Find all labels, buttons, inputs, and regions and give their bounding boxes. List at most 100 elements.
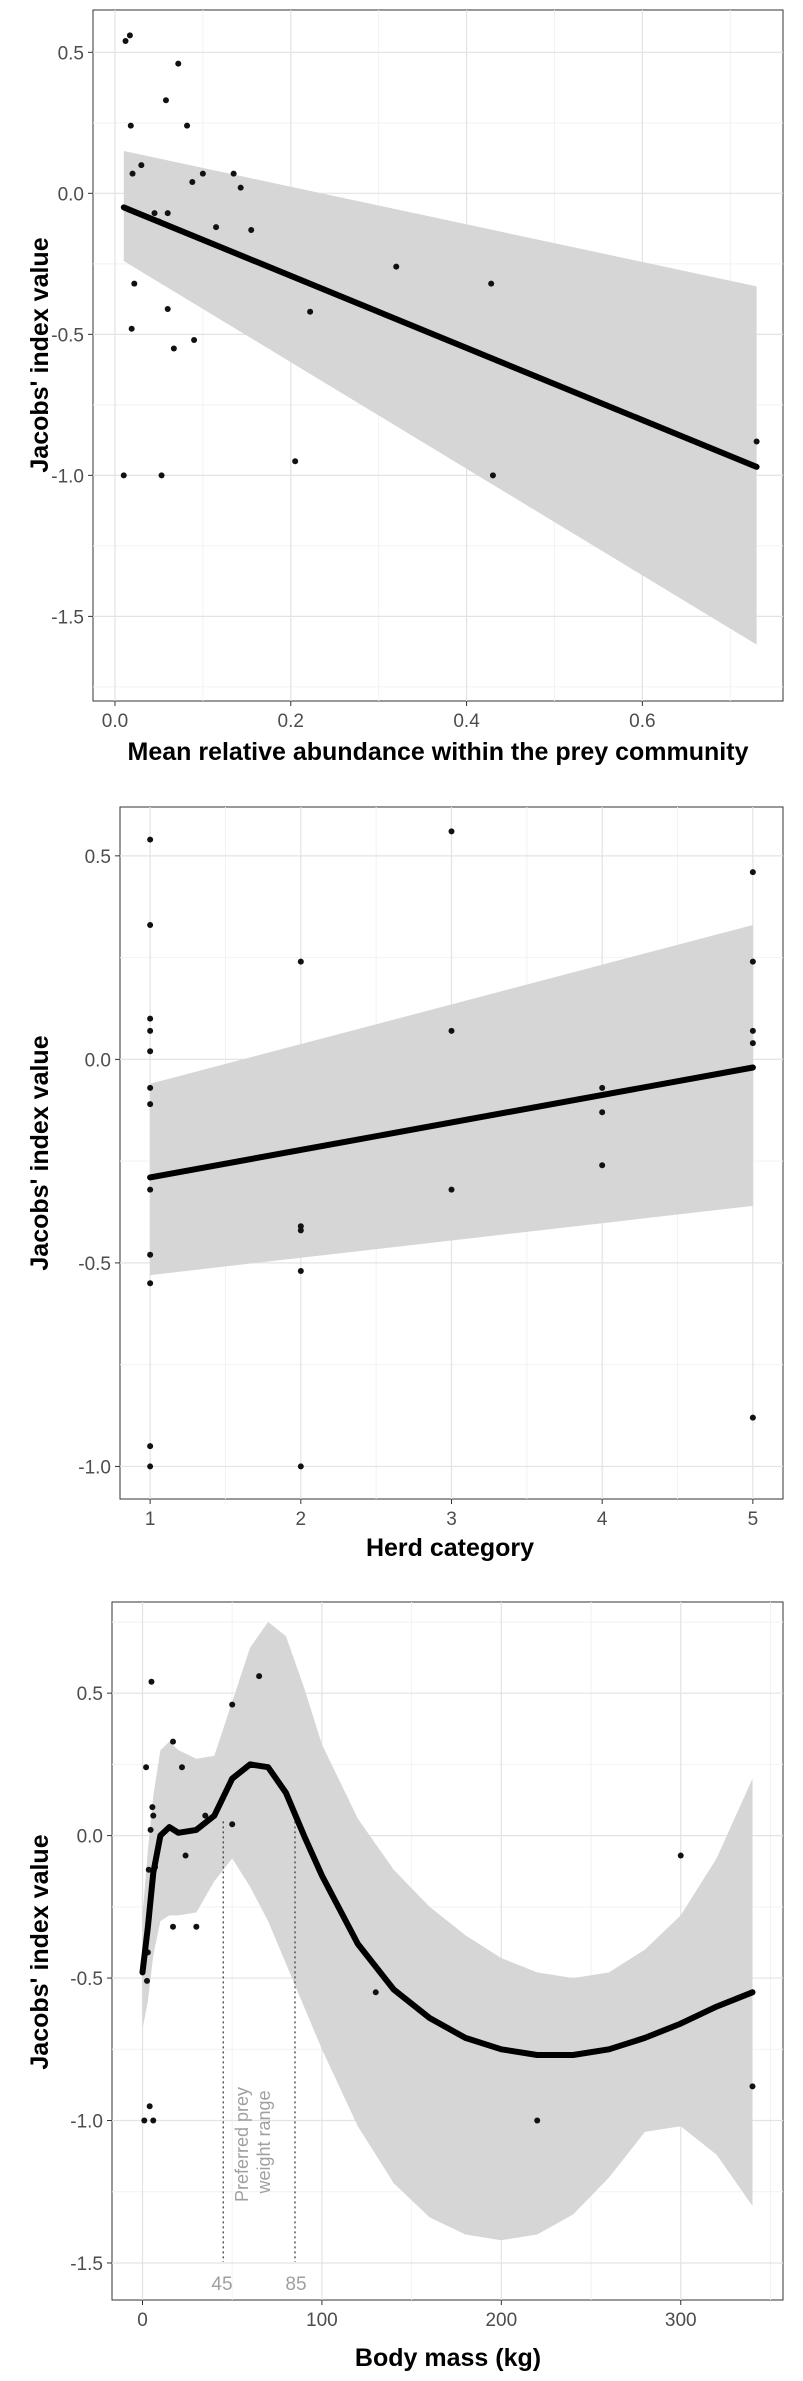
confidence-band-area bbox=[142, 1621, 753, 2241]
data-point bbox=[147, 1101, 154, 1108]
range-markers bbox=[222, 1821, 296, 2262]
data-point bbox=[372, 1989, 379, 1996]
y-tick-label: -0.5 bbox=[70, 1969, 103, 1990]
data-point bbox=[147, 1280, 154, 1287]
chart-panel-body-mass: 0 100 200 300 -1.5 -1.0 -0.5 0.0 0.5 Preferred … bbox=[0, 1580, 803, 2376]
data-point bbox=[158, 472, 165, 479]
data-point bbox=[149, 1804, 156, 1811]
x-tick-label: 0.0 bbox=[102, 711, 128, 732]
data-point bbox=[191, 336, 198, 343]
data-point bbox=[170, 345, 177, 352]
x-tick-label: 0 bbox=[137, 2310, 148, 2331]
data-point bbox=[297, 1227, 304, 1234]
y-ticks: -1.5 -1.0 -0.5 0.0 0.5 bbox=[70, 1684, 112, 2275]
y-tick-label: 0.5 bbox=[85, 847, 111, 868]
data-point bbox=[448, 828, 455, 835]
range-annotation-line2: weight range bbox=[254, 2090, 274, 2194]
x-tick-label: 0.6 bbox=[629, 711, 655, 732]
data-point bbox=[749, 1040, 756, 1047]
data-point bbox=[178, 1764, 185, 1771]
data-point bbox=[393, 263, 400, 270]
data-point bbox=[175, 60, 182, 67]
x-axis-title: Mean relative abundance within the prey … bbox=[128, 738, 749, 766]
y-tick-label: 0.5 bbox=[77, 1684, 103, 1705]
y-axis-title: Jacobs' index value bbox=[26, 237, 54, 472]
data-point bbox=[213, 224, 220, 231]
data-point bbox=[131, 280, 138, 287]
y-tick-label: -1.5 bbox=[70, 2254, 103, 2275]
data-point bbox=[297, 1463, 304, 1470]
fit-line bbox=[147, 1064, 756, 1181]
data-point bbox=[292, 458, 299, 465]
data-point bbox=[138, 162, 145, 169]
data-point bbox=[256, 1673, 263, 1680]
x-tick-label: 0.2 bbox=[278, 711, 304, 732]
data-point bbox=[202, 1812, 209, 1819]
data-point bbox=[297, 958, 304, 965]
y-axis-title: Jacobs' index value bbox=[26, 1035, 54, 1270]
data-point bbox=[448, 1186, 455, 1193]
x-tick-label: 0.4 bbox=[453, 711, 480, 732]
data-point bbox=[489, 472, 496, 479]
range-annotation-line1: Preferred prey bbox=[232, 2087, 252, 2202]
data-point bbox=[146, 2103, 153, 2110]
y-tick-label: -0.5 bbox=[51, 325, 84, 346]
x-tick-label: 1 bbox=[145, 1509, 156, 1530]
range-lower-label: 45 bbox=[211, 2274, 232, 2295]
data-point bbox=[307, 308, 314, 315]
data-point bbox=[143, 1764, 150, 1771]
data-point bbox=[150, 1812, 157, 1819]
data-point bbox=[164, 210, 171, 217]
x-tick-label: 3 bbox=[446, 1509, 457, 1530]
y-tick-label: -1.0 bbox=[78, 1457, 111, 1478]
data-point bbox=[120, 472, 127, 479]
data-point bbox=[199, 170, 206, 177]
fit-line bbox=[139, 1761, 756, 2058]
data-point bbox=[488, 280, 495, 287]
y-axis-title: Jacobs' index value bbox=[26, 1834, 54, 2069]
data-point bbox=[170, 1738, 176, 1745]
y-tick-label: -1.5 bbox=[51, 607, 84, 628]
data-point bbox=[749, 1027, 756, 1034]
data-point bbox=[170, 1923, 176, 1930]
data-point bbox=[749, 869, 756, 876]
data-point bbox=[599, 1084, 606, 1091]
confidence-band-area bbox=[150, 925, 753, 1276]
data-point bbox=[237, 184, 244, 191]
data-point bbox=[184, 122, 191, 129]
x-axis-title: Body mass (kg) bbox=[355, 2344, 541, 2372]
data-point bbox=[141, 2117, 148, 2124]
data-point bbox=[599, 1162, 606, 1169]
x-ticks: 1 2 3 4 5 bbox=[145, 1499, 758, 1530]
chart-panel-abundance: 0.0 0.2 0.4 0.6 -1.5 -1.0 -0.5 0.0 0.5 Mean rel… bbox=[0, 0, 803, 790]
data-point bbox=[230, 170, 237, 177]
points bbox=[147, 828, 756, 1470]
data-point bbox=[749, 958, 756, 965]
y-tick-label: -0.5 bbox=[78, 1254, 111, 1275]
data-point bbox=[599, 1109, 606, 1116]
y-tick-label: 0.5 bbox=[58, 43, 84, 64]
data-point bbox=[448, 1027, 455, 1034]
y-tick-label: 0.0 bbox=[58, 184, 84, 205]
data-point bbox=[229, 1701, 236, 1708]
data-point bbox=[229, 1821, 236, 1828]
data-point bbox=[122, 38, 129, 45]
data-point bbox=[147, 1251, 154, 1258]
x-tick-label: 100 bbox=[306, 2310, 338, 2331]
data-point bbox=[147, 1048, 154, 1055]
data-point bbox=[126, 32, 133, 39]
data-point bbox=[193, 1923, 200, 1930]
y-ticks: -1.0 -0.5 0.0 0.5 bbox=[78, 847, 120, 1478]
x-tick-label: 300 bbox=[665, 2310, 697, 2331]
data-point bbox=[182, 1852, 189, 1859]
chart-body-mass-svg: 0 100 200 300 -1.5 -1.0 -0.5 0.0 0.5 Preferred … bbox=[26, 1601, 784, 2372]
data-point bbox=[189, 179, 196, 186]
y-tick-label: -1.0 bbox=[70, 2112, 103, 2133]
x-tick-label: 5 bbox=[748, 1509, 759, 1530]
data-point bbox=[164, 305, 171, 312]
data-point bbox=[147, 1084, 154, 1091]
fit-line-path bbox=[120, 204, 760, 470]
data-point bbox=[753, 438, 760, 445]
x-axis-title: Herd category bbox=[366, 1534, 534, 1562]
data-point bbox=[148, 1678, 155, 1685]
